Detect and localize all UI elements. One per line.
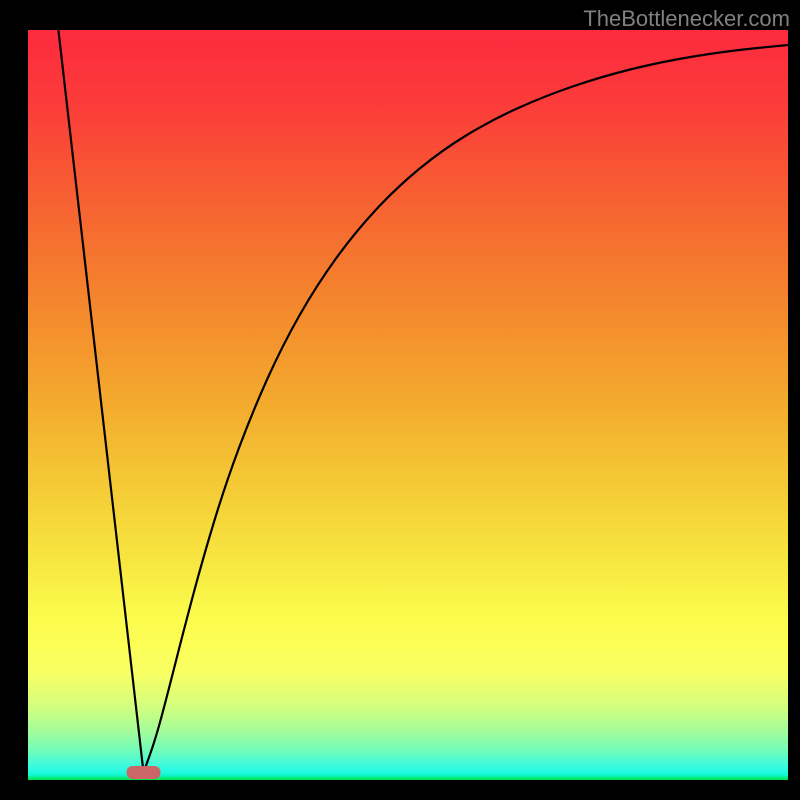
plot-area [28,30,788,780]
watermark-text: TheBottlenecker.com [583,6,790,32]
chart-container: TheBottlenecker.com [0,0,800,800]
gradient-background [28,30,788,780]
optimal-point-marker [127,766,161,779]
chart-svg [28,30,788,780]
